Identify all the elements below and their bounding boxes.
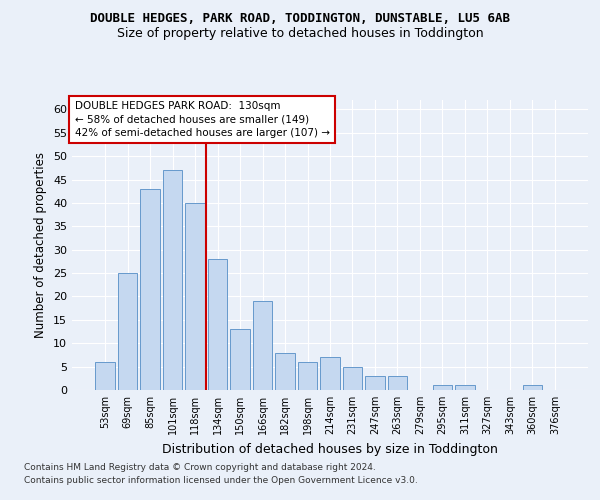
Bar	[298, 362, 317, 390]
Bar	[320, 358, 340, 390]
Bar	[523, 386, 542, 390]
Text: DOUBLE HEDGES PARK ROAD:  130sqm
← 58% of detached houses are smaller (149)
42% : DOUBLE HEDGES PARK ROAD: 130sqm ← 58% of…	[74, 102, 329, 138]
Bar	[118, 273, 137, 390]
X-axis label: Distribution of detached houses by size in Toddington: Distribution of detached houses by size …	[162, 442, 498, 456]
Bar	[275, 352, 295, 390]
Bar	[253, 301, 272, 390]
Bar	[433, 386, 452, 390]
Text: DOUBLE HEDGES, PARK ROAD, TODDINGTON, DUNSTABLE, LU5 6AB: DOUBLE HEDGES, PARK ROAD, TODDINGTON, DU…	[90, 12, 510, 26]
Bar	[230, 329, 250, 390]
Text: Contains HM Land Registry data © Crown copyright and database right 2024.: Contains HM Land Registry data © Crown c…	[24, 464, 376, 472]
Bar	[208, 259, 227, 390]
Text: Size of property relative to detached houses in Toddington: Size of property relative to detached ho…	[116, 28, 484, 40]
Y-axis label: Number of detached properties: Number of detached properties	[34, 152, 47, 338]
Bar	[388, 376, 407, 390]
Bar	[343, 366, 362, 390]
Bar	[163, 170, 182, 390]
Bar	[140, 189, 160, 390]
Bar	[365, 376, 385, 390]
Bar	[95, 362, 115, 390]
Bar	[455, 386, 475, 390]
Bar	[185, 203, 205, 390]
Text: Contains public sector information licensed under the Open Government Licence v3: Contains public sector information licen…	[24, 476, 418, 485]
